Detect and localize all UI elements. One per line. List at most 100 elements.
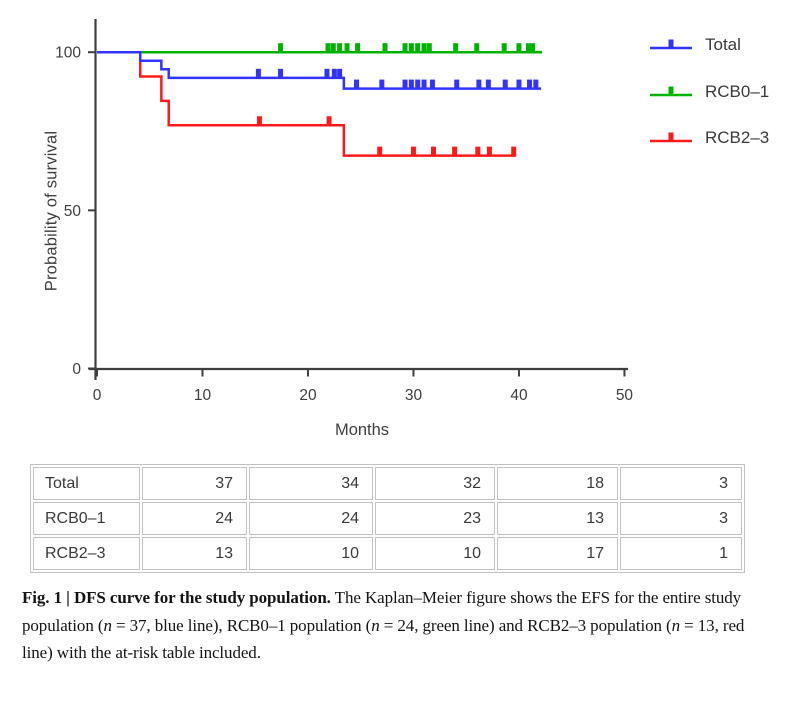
risk-cell: 10: [249, 537, 373, 570]
censor-tick: [326, 116, 332, 126]
censor-tick: [408, 43, 414, 53]
censor-tick: [402, 79, 408, 90]
censor-tick: [421, 79, 427, 90]
censor-tick: [415, 79, 421, 90]
censor-tick: [344, 43, 350, 53]
caption-run: The Kaplan–Meier figure shows the EFS fo…: [22, 588, 742, 635]
censor-tick: [426, 43, 432, 53]
legend-label-total: Total: [705, 35, 741, 54]
censor-tick: [379, 79, 385, 90]
km-curve-2: [97, 50, 516, 157]
risk-cell: 17: [497, 537, 618, 570]
risk-cell: 3: [620, 502, 742, 535]
caption-run: = 37, blue line), RCB0–1 population (: [111, 615, 372, 635]
risk-table-row-total: Total 37 34 32 18 3: [33, 467, 742, 500]
censor-tick: [337, 43, 343, 53]
censor-tick: [486, 146, 492, 157]
censor-tick: [421, 43, 427, 53]
censor-tick: [324, 68, 330, 79]
censor-tick: [511, 146, 517, 157]
x-axis-label: Months: [334, 421, 390, 439]
censor-tick: [533, 79, 539, 90]
censor-tick: [485, 79, 491, 90]
risk-table-row-rcb01: RCB0–1 24 24 23 13 3: [33, 502, 742, 535]
risk-cell: 37: [142, 467, 247, 500]
risk-row-label: RCB0–1: [33, 502, 140, 535]
figure-caption: Fig. 1 | DFS curve for the study populat…: [22, 584, 764, 667]
censor-tick: [516, 79, 522, 90]
censor-tick: [454, 79, 460, 90]
legend-marker-total-icon: [650, 39, 692, 50]
legend-label-rcb23: RCB2–3: [705, 128, 770, 147]
km-plot-svg: 0 10 20 30 40 50 0 50 100: [55, 19, 634, 404]
km-chart: 0 10 20 30 40 50 0 50 100 Probability of surviva…: [42, 0, 785, 439]
y-axis-label: Probability of survival: [42, 130, 61, 292]
censor-tick: [525, 43, 531, 53]
censor-tick: [408, 79, 414, 90]
legend-item-rcb23: RCB2–3: [648, 128, 769, 148]
risk-cell: 13: [497, 502, 618, 535]
caption-run-italic-n: n: [103, 615, 112, 635]
censor-tick: [501, 43, 507, 53]
censor-tick: [530, 43, 536, 53]
risk-table-row-rcb23: RCB2–3 13 10 10 17 1: [33, 537, 742, 570]
y-tick-label: 0: [72, 361, 81, 378]
risk-cell: 3: [620, 467, 742, 500]
y-tick-label: 100: [55, 45, 81, 62]
caption-run: = 13, red line) with the at-risk table i…: [22, 615, 745, 663]
legend: Total RCB0–1 RCB2–3: [648, 0, 785, 160]
legend-item-rcb01: RCB0–1: [648, 82, 769, 102]
censor-tick: [382, 43, 388, 53]
risk-table: Total 37 34 32 18 3 RCB0–1 24 24 23 13 3…: [30, 464, 745, 573]
risk-cell: 24: [249, 502, 373, 535]
censor-tick: [325, 43, 331, 53]
censor-tick: [453, 43, 459, 53]
censor-tick: [429, 79, 435, 90]
risk-cell: 32: [375, 467, 495, 500]
caption-run-italic-n: n: [671, 615, 681, 635]
risk-cell: 34: [249, 467, 373, 500]
x-tick-label: 10: [194, 387, 212, 404]
x-tick-label: 20: [299, 387, 317, 404]
censor-tick: [502, 79, 508, 90]
legend-label-rcb01: RCB0–1: [705, 82, 770, 101]
censor-tick: [278, 43, 284, 53]
x-tick-label: 0: [93, 387, 102, 404]
legend-marker-rcb23-icon: [650, 132, 692, 143]
x-tick-label: 30: [405, 387, 423, 404]
caption-run: = 24, green line) and RCB2–3 population …: [379, 615, 672, 635]
km-curve-0: [97, 50, 542, 90]
censor-tick: [431, 146, 437, 157]
risk-cell: 10: [375, 537, 495, 570]
risk-cell: 23: [375, 502, 495, 535]
censor-tick: [278, 68, 284, 79]
censor-tick: [256, 116, 262, 126]
risk-row-label: RCB2–3: [33, 537, 140, 570]
censor-tick: [474, 43, 480, 53]
legend-item-total: Total: [648, 35, 741, 55]
risk-cell: 18: [497, 467, 618, 500]
censor-tick: [255, 68, 261, 79]
censor-tick: [516, 43, 522, 53]
risk-cell: 13: [142, 537, 247, 570]
risk-row-label: Total: [33, 467, 140, 500]
censor-tick: [337, 68, 343, 79]
censor-tick: [355, 43, 361, 53]
censor-tick: [415, 43, 421, 53]
censor-tick: [476, 79, 482, 90]
censor-tick: [354, 79, 360, 90]
y-tick-label: 50: [64, 203, 82, 220]
censor-tick: [331, 68, 337, 79]
censor-tick: [377, 146, 383, 157]
censor-tick: [475, 146, 481, 157]
censor-tick: [527, 79, 533, 90]
caption-run-italic-n: n: [371, 615, 380, 635]
x-tick-label: 50: [616, 387, 634, 404]
censor-tick: [330, 43, 336, 53]
risk-cell: 1: [620, 537, 742, 570]
risk-cell: 24: [142, 502, 247, 535]
censor-tick: [452, 146, 458, 157]
censor-tick: [402, 43, 408, 53]
x-tick-label: 40: [510, 387, 528, 404]
